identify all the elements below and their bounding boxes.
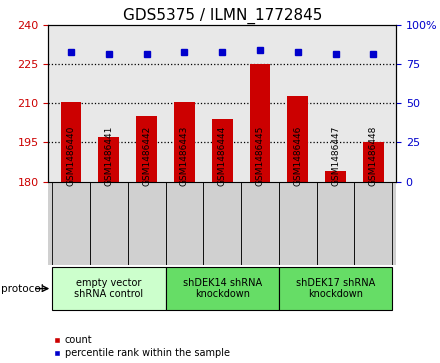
Text: GSM1486440: GSM1486440 [66,125,76,186]
Bar [279,182,317,265]
Text: shDEK17 shRNA
knockdown: shDEK17 shRNA knockdown [296,278,375,299]
Text: GSM1486447: GSM1486447 [331,125,340,186]
Text: GSM1486441: GSM1486441 [104,125,114,186]
Bar [287,95,308,182]
Bar [325,171,346,182]
Title: GDS5375 / ILMN_1772845: GDS5375 / ILMN_1772845 [122,8,322,24]
Text: GSM1486446: GSM1486446 [293,125,302,186]
Bar [249,65,270,182]
Bar [52,182,90,265]
Bar [174,102,195,182]
Legend: count, percentile rank within the sample: count, percentile rank within the sample [53,335,230,358]
Text: empty vector
shRNA control: empty vector shRNA control [74,278,143,299]
FancyBboxPatch shape [52,267,165,310]
Text: GSM1486443: GSM1486443 [180,125,189,186]
Bar [212,119,233,182]
Bar [136,117,157,182]
FancyBboxPatch shape [279,267,392,310]
Text: GSM1486444: GSM1486444 [218,126,227,186]
Bar [128,182,165,265]
Bar [203,182,241,265]
Bar [99,137,119,182]
Bar [363,142,384,182]
Text: shDEK14 shRNA
knockdown: shDEK14 shRNA knockdown [183,278,262,299]
Bar [61,102,81,182]
Text: GSM1486448: GSM1486448 [369,125,378,186]
FancyBboxPatch shape [165,267,279,310]
Text: protocol: protocol [1,284,44,294]
Bar [317,182,355,265]
Bar [90,182,128,265]
Bar [165,182,203,265]
Bar [241,182,279,265]
Bar [355,182,392,265]
Text: GSM1486442: GSM1486442 [142,126,151,186]
Text: GSM1486445: GSM1486445 [256,125,264,186]
